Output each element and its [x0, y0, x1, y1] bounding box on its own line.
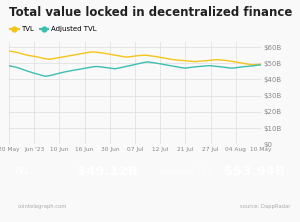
Text: $53.94B: $53.94B	[224, 165, 286, 178]
Legend: TVL, Adjusted TVL: TVL, Adjusted TVL	[8, 23, 99, 35]
Text: cointelegraph.com: cointelegraph.com	[18, 204, 68, 209]
Text: $49.12B: $49.12B	[77, 165, 139, 178]
Text: TVL: TVL	[14, 167, 30, 176]
Text: Total value locked in decentralized finance: Total value locked in decentralized fina…	[9, 6, 292, 19]
Text: Adjusted TVL: Adjusted TVL	[161, 167, 212, 176]
Text: source: DappRadar: source: DappRadar	[241, 204, 291, 209]
